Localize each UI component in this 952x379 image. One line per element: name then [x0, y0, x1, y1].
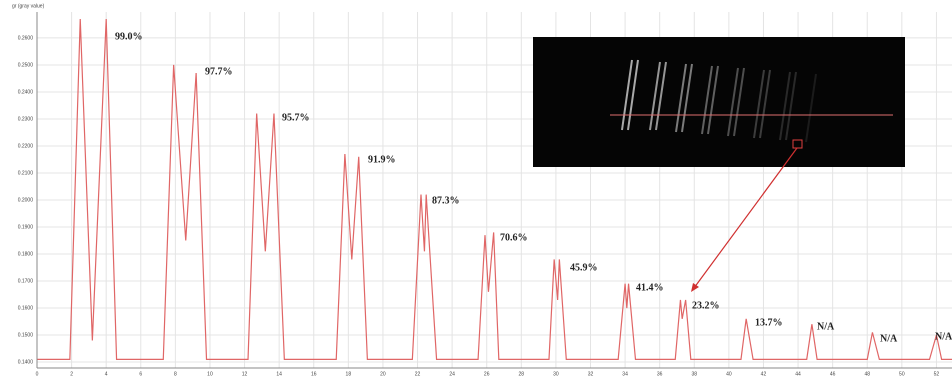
- inset-image: [533, 37, 905, 167]
- y-tick-label: 0.1400: [18, 359, 34, 365]
- x-tick-label: 36: [657, 371, 663, 377]
- y-tick-label: 0.2300: [18, 116, 34, 122]
- x-tick-label: 28: [519, 371, 525, 377]
- annotation: 97.7%: [205, 66, 233, 77]
- inset-background: [533, 37, 905, 167]
- y-tick-label: 0.1700: [18, 278, 34, 284]
- y-tick-label: 0.2400: [18, 89, 34, 95]
- y-axis-label: gr (gray value): [12, 3, 45, 9]
- x-tick-label: 52: [934, 371, 940, 377]
- x-tick-label: 30: [553, 371, 559, 377]
- y-tick-label: 0.1600: [18, 305, 34, 311]
- annotation: 45.9%: [570, 262, 598, 273]
- x-tick-label: 42: [761, 371, 767, 377]
- annotation: 99.0%: [115, 31, 143, 42]
- x-tick-label: 10: [207, 371, 213, 377]
- x-tick-label: 4: [105, 371, 108, 377]
- y-tick-label: 0.1800: [18, 251, 34, 257]
- x-tick-label: 40: [726, 371, 732, 377]
- x-tick-label: 24: [449, 371, 455, 377]
- annotation: N/A: [935, 331, 952, 342]
- annotation: 23.2%: [692, 300, 720, 311]
- y-tick-label: 0.2200: [18, 143, 34, 149]
- x-tick-label: 34: [622, 371, 628, 377]
- x-tick-label: 18: [346, 371, 352, 377]
- annotation: 87.3%: [432, 195, 460, 206]
- x-tick-label: 8: [174, 371, 177, 377]
- chart: gr (gray value) 99.0% 97.7% 95.7% 91.9% 87.3…: [0, 0, 952, 379]
- annotation: 41.4%: [636, 282, 664, 293]
- y-tick-label: 0.2000: [18, 197, 34, 203]
- y-tick-label: 0.2600: [18, 35, 34, 41]
- x-tick-label: 50: [899, 371, 905, 377]
- x-tick-label: 2: [70, 371, 73, 377]
- y-tick-label: 0.2500: [18, 62, 34, 68]
- x-tick-label: 20: [380, 371, 386, 377]
- x-tick-label: 46: [830, 371, 836, 377]
- y-tick-label: 0.1500: [18, 332, 34, 338]
- x-tick-label: 48: [864, 371, 870, 377]
- annotation: 95.7%: [282, 112, 310, 123]
- x-tick-label: 6: [139, 371, 142, 377]
- x-tick-label: 16: [311, 371, 317, 377]
- x-tick-label: 0: [36, 371, 39, 377]
- annotation: 70.6%: [500, 232, 528, 243]
- y-tick-label: 0.1900: [18, 224, 34, 230]
- annotation: N/A: [817, 321, 835, 332]
- x-tick-label: 44: [795, 371, 801, 377]
- annotation: 13.7%: [755, 317, 783, 328]
- x-tick-label: 38: [691, 371, 697, 377]
- x-tick-label: 14: [276, 371, 282, 377]
- annotation: 91.9%: [368, 154, 396, 165]
- annotation: N/A: [880, 333, 898, 344]
- x-tick-label: 22: [415, 371, 421, 377]
- x-tick-label: 26: [484, 371, 490, 377]
- x-tick-label: 12: [242, 371, 248, 377]
- y-tick-label: 0.2100: [18, 170, 34, 176]
- x-tick-label: 32: [588, 371, 594, 377]
